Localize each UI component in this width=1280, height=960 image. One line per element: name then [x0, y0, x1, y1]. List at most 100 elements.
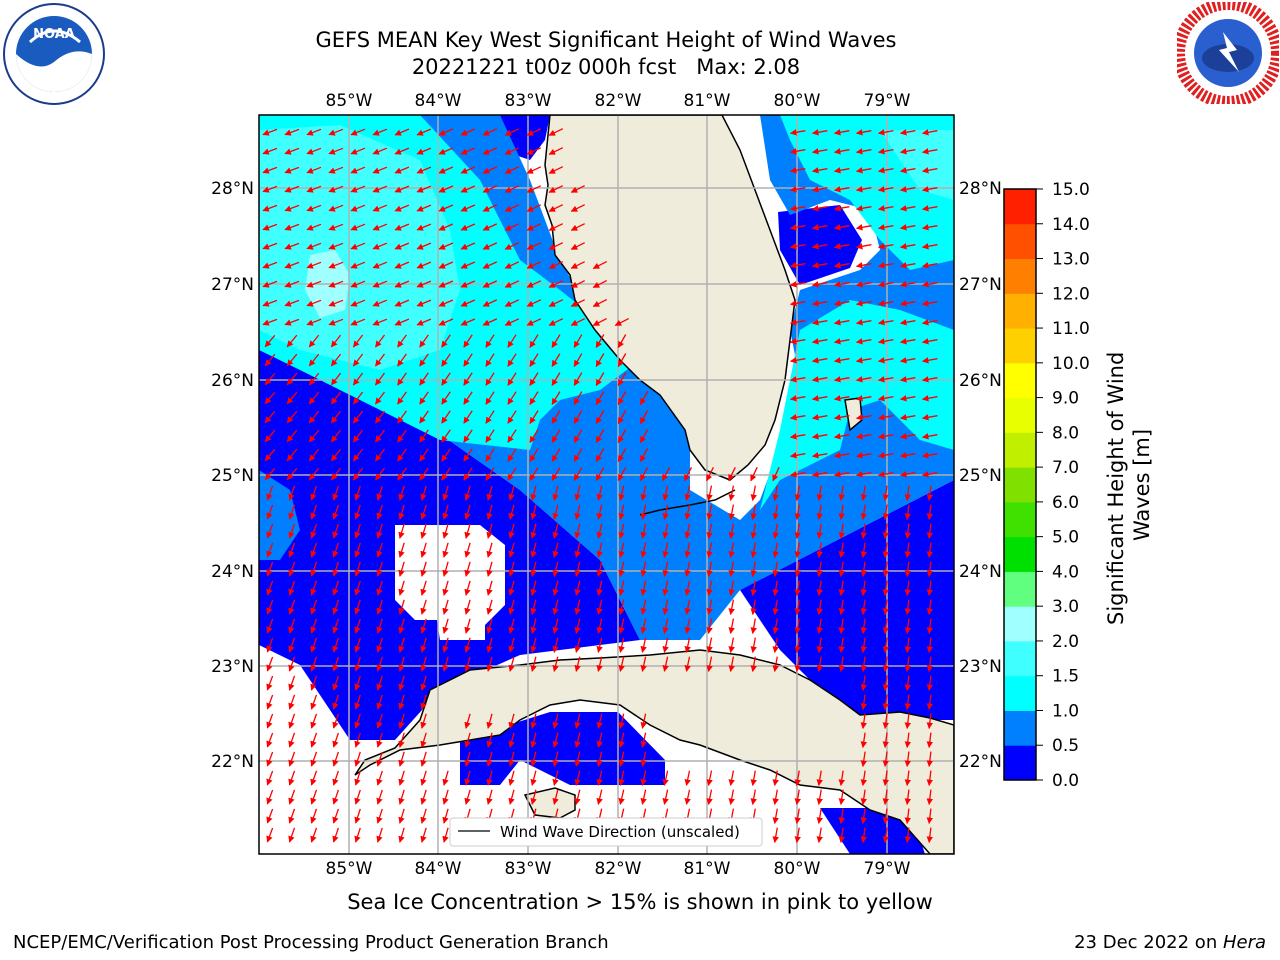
- wind-wave-arrow: [529, 353, 539, 367]
- colorbar-segment: [1004, 640, 1036, 677]
- wind-wave-arrow: [617, 372, 627, 387]
- wind-wave-arrow: [442, 770, 449, 786]
- wind-wave-arrow: [570, 299, 585, 307]
- wind-wave-arrow: [508, 713, 515, 729]
- wind-wave-arrow: [662, 504, 669, 520]
- wind-wave-arrow: [486, 485, 493, 501]
- wind-wave-arrow: [286, 353, 298, 367]
- wind-wave-arrow: [482, 204, 498, 212]
- wind-wave-arrow: [354, 637, 361, 653]
- wind-wave-arrow: [350, 166, 366, 174]
- wind-wave-arrow: [442, 618, 449, 634]
- wind-wave-arrow: [882, 656, 890, 673]
- wind-wave-arrow: [833, 395, 850, 402]
- wind-wave-arrow: [882, 599, 890, 616]
- lon-tick-top: 84°W: [415, 91, 462, 111]
- wind-wave-arrow: [789, 167, 806, 174]
- wind-wave-arrow: [750, 504, 757, 521]
- wind-wave-arrow: [306, 242, 322, 250]
- wind-wave-arrow: [354, 542, 361, 558]
- wind-wave-arrow: [662, 637, 669, 653]
- wind-wave-arrow: [816, 485, 823, 502]
- wind-wave-arrow: [530, 713, 537, 729]
- wind-wave-arrow: [398, 827, 405, 843]
- wind-wave-arrow: [860, 713, 867, 730]
- colorbar-segment: [1004, 501, 1036, 538]
- wind-wave-arrow: [350, 280, 366, 288]
- wind-wave-arrow: [438, 223, 454, 231]
- lat-tick-right: 24°N: [959, 562, 1002, 582]
- wind-wave-arrow: [504, 223, 520, 231]
- wind-wave-arrow: [288, 694, 296, 710]
- wind-wave-arrow: [482, 223, 498, 231]
- wind-wave-arrow: [904, 675, 912, 692]
- wind-wave-arrow: [526, 261, 542, 269]
- wind-wave-arrow: [394, 147, 410, 155]
- wind-wave-arrow: [308, 334, 320, 348]
- wind-wave-arrow: [596, 485, 603, 501]
- svg-text:NOAA: NOAA: [33, 27, 75, 42]
- wind-wave-arrow: [860, 675, 867, 692]
- wind-wave-arrow: [460, 204, 476, 212]
- wind-wave-arrow: [816, 656, 823, 673]
- wind-wave-arrow: [573, 429, 583, 443]
- wind-wave-arrow: [508, 542, 515, 558]
- wind-wave-arrow: [266, 827, 274, 843]
- wind-wave-arrow: [548, 318, 564, 326]
- wind-wave-arrow: [332, 580, 340, 596]
- wind-wave-arrow: [464, 561, 471, 577]
- wind-wave-arrow: [618, 618, 625, 634]
- wind-wave-arrow: [639, 448, 649, 463]
- lon-tick-bottom: 81°W: [684, 859, 731, 879]
- wind-wave-arrow: [877, 338, 894, 345]
- wind-wave-arrow: [286, 448, 298, 462]
- wind-wave-arrow: [464, 504, 471, 520]
- wind-wave-arrow: [574, 637, 581, 653]
- wind-wave-arrow: [684, 504, 691, 520]
- wind-wave-arrow: [394, 280, 410, 288]
- wind-wave-arrow: [374, 391, 386, 405]
- wind-wave-arrow: [310, 561, 318, 577]
- wind-wave-arrow: [332, 599, 340, 615]
- wind-wave-arrow: [570, 204, 585, 212]
- wind-wave-arrow: [838, 808, 845, 825]
- wind-wave-arrow: [877, 224, 894, 231]
- wind-wave-arrow: [640, 789, 647, 805]
- wind-wave-arrow: [882, 675, 890, 692]
- wind-wave-arrow: [508, 789, 515, 805]
- colorbar-segment: [1004, 258, 1036, 294]
- wind-wave-arrow: [833, 243, 850, 250]
- wind-wave-arrow: [416, 261, 432, 269]
- wind-wave-arrow: [684, 561, 691, 577]
- wind-wave-arrow: [789, 414, 806, 421]
- wind-wave-arrow: [662, 485, 669, 501]
- wind-wave-arrow: [262, 147, 278, 155]
- wind-wave-arrow: [416, 242, 432, 250]
- wind-wave-arrow: [288, 656, 296, 672]
- wind-wave-arrow: [595, 448, 605, 463]
- wind-wave-arrow: [460, 280, 476, 288]
- wind-wave-arrow: [877, 205, 894, 212]
- wind-wave-arrow: [460, 299, 476, 307]
- wind-wave-arrow: [684, 637, 691, 653]
- date-text: 23 Dec 2022 on Hera: [1074, 932, 1266, 953]
- wind-wave-arrow: [816, 542, 823, 559]
- wind-wave-arrow: [596, 561, 603, 577]
- wind-wave-arrow: [354, 504, 361, 520]
- wind-wave-arrow: [899, 186, 916, 193]
- wind-wave-arrow: [398, 580, 405, 596]
- wind-wave-arrow: [266, 523, 274, 539]
- wind-wave-arrow: [882, 694, 890, 711]
- wind-wave-arrow: [551, 429, 561, 443]
- wind-wave-arrow: [816, 580, 823, 597]
- wind-wave-arrow: [264, 410, 276, 424]
- wind-wave-arrow: [266, 561, 274, 577]
- sea-ice-note: Sea Ice Concentration > 15% is shown in …: [347, 890, 933, 914]
- colorbar-tick-label: 8.0: [1052, 423, 1079, 443]
- wind-wave-arrow: [419, 429, 429, 443]
- wind-wave-arrow: [376, 580, 383, 596]
- wind-wave-arrow: [789, 452, 806, 459]
- wind-wave-arrow: [833, 186, 850, 193]
- wind-wave-arrow: [816, 808, 823, 825]
- wind-wave-arrow: [618, 789, 625, 805]
